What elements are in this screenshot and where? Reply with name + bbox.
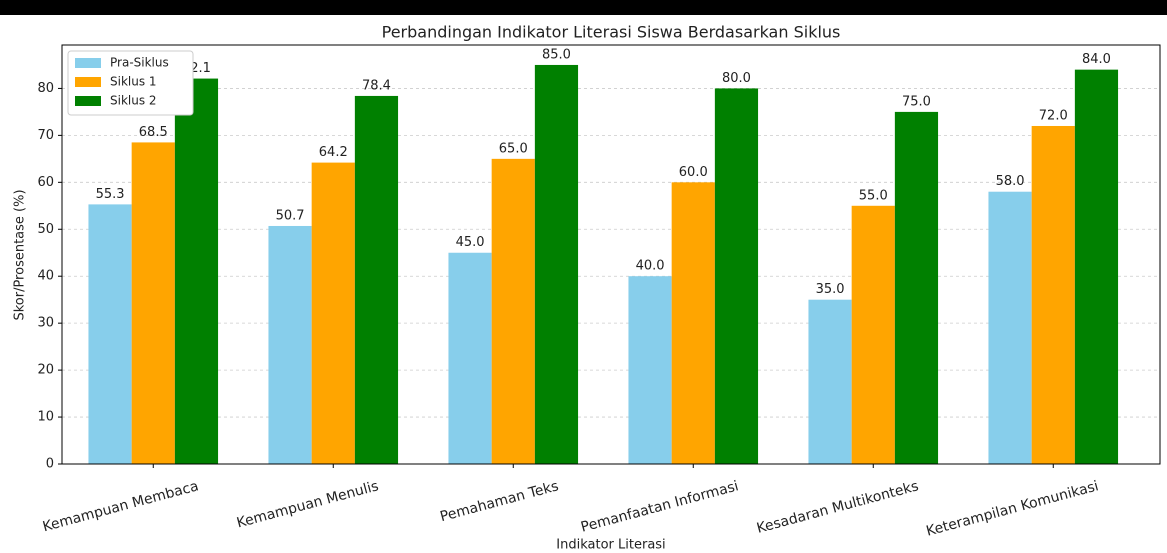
plot-frame xyxy=(61,44,1161,465)
data-label: 68.5 xyxy=(139,125,168,140)
legend-swatch xyxy=(75,77,101,87)
y-axis-label: Skor/Prosentase (%) xyxy=(13,189,28,320)
data-label: 72.0 xyxy=(1039,108,1068,123)
bar xyxy=(808,299,852,464)
bar xyxy=(628,276,672,464)
x-tick-label: Pemanfaatan Informasi xyxy=(579,478,740,536)
data-label: 64.2 xyxy=(319,145,348,160)
chart-title: Perbandingan Indikator Literasi Siswa Be… xyxy=(382,23,841,42)
y-tick-label: 70 xyxy=(37,128,54,143)
bar xyxy=(268,225,312,464)
y-tick-label: 50 xyxy=(37,222,54,237)
data-label: 40.0 xyxy=(636,259,665,274)
bar xyxy=(894,111,939,464)
bar xyxy=(174,78,219,464)
y-tick-label: 10 xyxy=(37,410,54,425)
bar xyxy=(1031,125,1075,465)
data-label: 55.0 xyxy=(859,188,888,203)
data-label: 78.4 xyxy=(362,78,391,93)
x-tick-label: Kemampuan Membaca xyxy=(41,478,200,535)
x-tick-label: Kesadaran Multikonteks xyxy=(755,478,920,537)
data-label: 75.0 xyxy=(902,94,931,109)
bar xyxy=(448,252,492,464)
bar xyxy=(354,95,399,464)
x-tick-label: Keterampilan Komunikasi xyxy=(925,478,1101,539)
y-tick-label: 60 xyxy=(37,175,54,190)
data-label: 45.0 xyxy=(456,235,485,250)
bar xyxy=(131,142,175,465)
data-label: 84.0 xyxy=(1082,52,1111,67)
data-label: 85.0 xyxy=(542,47,571,62)
y-tick-label: 20 xyxy=(37,363,54,378)
bar xyxy=(714,88,759,464)
data-label: 65.0 xyxy=(499,141,528,156)
bar xyxy=(851,205,895,464)
legend-label: Siklus 1 xyxy=(110,75,157,89)
y-tick-label: 0 xyxy=(46,457,54,472)
bar xyxy=(1074,69,1119,464)
legend-swatch xyxy=(75,96,101,106)
data-label: 58.0 xyxy=(996,174,1025,189)
data-label: 35.0 xyxy=(816,282,845,297)
legend-label: Pra-Siklus xyxy=(110,56,169,70)
y-tick-label: 40 xyxy=(37,269,54,284)
data-label: 80.0 xyxy=(722,71,751,86)
y-tick-label: 30 xyxy=(37,316,54,331)
y-tick-label: 80 xyxy=(37,81,54,96)
data-label: 60.0 xyxy=(679,165,708,180)
data-label: 50.7 xyxy=(276,208,305,223)
top-bar xyxy=(0,0,1167,15)
x-tick-label: Kemampuan Menulis xyxy=(235,478,380,531)
bar xyxy=(88,204,132,464)
bar xyxy=(491,158,535,464)
legend-swatch xyxy=(75,58,101,68)
bar xyxy=(534,64,579,464)
x-tick-label: Pemahaman Teks xyxy=(438,478,560,525)
bar xyxy=(671,182,715,464)
x-axis-label: Indikator Literasi xyxy=(556,538,665,553)
legend-label: Siklus 2 xyxy=(110,94,157,108)
bar xyxy=(988,191,1032,464)
data-label: 55.3 xyxy=(96,187,125,202)
bar xyxy=(311,162,355,464)
